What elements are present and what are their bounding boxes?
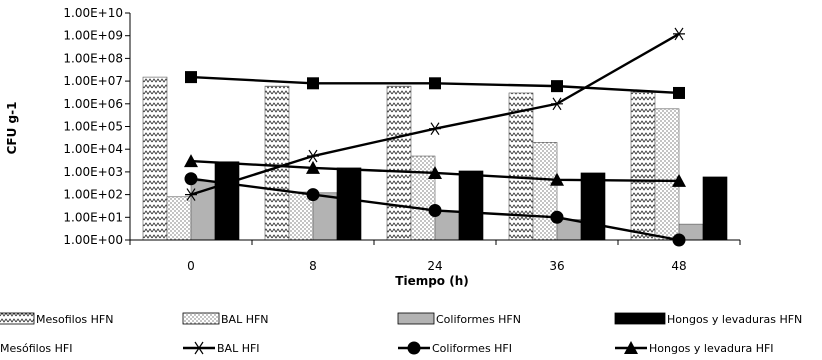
y-tick-label: 1.00E+01 — [63, 210, 123, 224]
y-tick-label: 1.00E+00 — [63, 233, 123, 247]
data-point — [550, 172, 564, 186]
data-point — [429, 77, 441, 90]
x-tick-label: 36 — [549, 259, 564, 273]
y-tick-label: 1.00E+02 — [63, 188, 123, 202]
y-tick-label: 1.00E+09 — [63, 29, 123, 43]
bar — [336, 167, 362, 241]
data-point — [185, 71, 197, 84]
x-axis: 0 8 24 36 48 — [129, 239, 741, 273]
data-point — [550, 210, 564, 224]
bar — [458, 170, 484, 241]
y-tick-label: 1.00E+04 — [63, 142, 123, 156]
bar — [580, 172, 606, 241]
x-tick-label: 0 — [187, 259, 195, 273]
bar — [288, 191, 314, 241]
data-point — [428, 203, 442, 217]
y-tick-label: 1.00E+10 — [63, 6, 123, 20]
bar — [532, 142, 558, 241]
bar — [386, 85, 412, 241]
bar — [508, 92, 534, 241]
star-marker-shape — [551, 97, 563, 111]
star-marker-shape — [185, 188, 197, 201]
plot-area — [142, 27, 728, 247]
legend-label: Coliformes HFI — [432, 342, 512, 355]
legend-label: Hongos y levaduras HFN — [667, 313, 802, 326]
bar — [214, 161, 240, 241]
legend-label: Mesófilos HFI — [0, 342, 73, 355]
bar — [264, 85, 290, 241]
data-point — [185, 188, 197, 201]
legend-marker — [407, 341, 421, 355]
data-point — [673, 27, 685, 41]
x-tick-label: 48 — [671, 259, 686, 273]
legend-label: BAL HFN — [221, 313, 269, 326]
data-point — [307, 149, 319, 163]
legend-swatch — [0, 312, 35, 325]
legend: Mesofilos HFN BAL HFN Coliformes HFN Hongos… — [0, 312, 802, 355]
data-point — [551, 97, 563, 111]
x-tick-label: 24 — [427, 259, 442, 273]
y-axis: 1.00E+00 1.00E+01 1.00E+02 1.00E+03 1.00E+04… — [63, 6, 131, 247]
x-axis-title: Tiempo (h) — [395, 274, 468, 288]
legend-swatch — [614, 312, 666, 325]
legend-marker — [193, 341, 205, 355]
data-point — [673, 86, 685, 99]
data-point — [306, 160, 320, 174]
bar — [166, 196, 192, 241]
star-marker-shape — [307, 149, 319, 163]
x-tick-label: 8 — [309, 259, 317, 273]
legend-label: Coliformes HFN — [436, 313, 521, 326]
data-point — [184, 154, 198, 168]
data-point — [429, 122, 441, 136]
bar — [630, 91, 656, 241]
bar — [410, 155, 436, 241]
legend-swatch — [397, 312, 435, 325]
star-marker-shape — [429, 122, 441, 136]
y-tick-label: 1.00E+06 — [63, 97, 123, 111]
legend-label: BAL HFI — [217, 342, 260, 355]
data-point — [184, 172, 198, 186]
y-tick-label: 1.00E+08 — [63, 51, 123, 65]
legend-marker — [624, 341, 638, 354]
bar — [312, 192, 338, 241]
y-tick-label: 1.00E+05 — [63, 120, 123, 134]
data-point — [307, 77, 319, 90]
y-tick-label: 1.00E+03 — [63, 165, 123, 179]
legend-label: Hongos y levadura HFI — [649, 342, 774, 355]
legend-label: Mesofilos HFN — [36, 313, 114, 326]
bar — [142, 76, 168, 241]
data-point — [672, 173, 686, 187]
bar — [702, 176, 728, 241]
bar — [654, 108, 680, 241]
data-point — [428, 165, 442, 179]
data-point — [306, 188, 320, 202]
y-axis-title: CFU g-1 — [5, 102, 19, 155]
data-point — [551, 80, 563, 93]
star-marker-shape — [673, 27, 685, 41]
star-marker-shape — [193, 341, 205, 355]
y-tick-label: 1.00E+07 — [63, 74, 123, 88]
legend-swatch — [182, 312, 220, 325]
